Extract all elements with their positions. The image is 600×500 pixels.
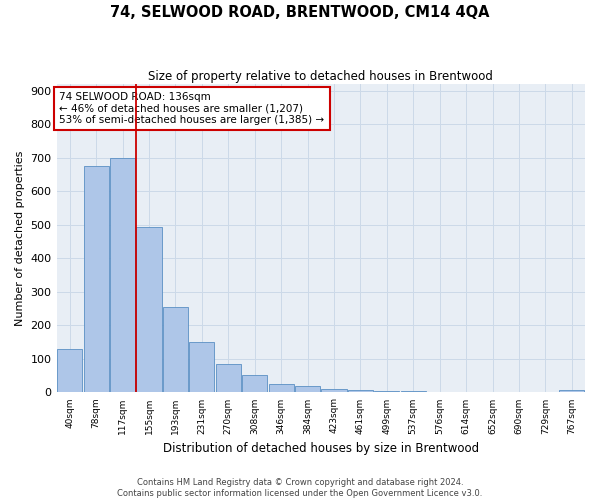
Bar <box>216 364 241 392</box>
X-axis label: Distribution of detached houses by size in Brentwood: Distribution of detached houses by size … <box>163 442 479 455</box>
Bar <box>269 384 293 392</box>
Text: 74 SELWOOD ROAD: 136sqm
← 46% of detached houses are smaller (1,207)
53% of semi: 74 SELWOOD ROAD: 136sqm ← 46% of detache… <box>59 92 325 125</box>
Title: Size of property relative to detached houses in Brentwood: Size of property relative to detached ho… <box>148 70 493 83</box>
Bar <box>348 390 373 392</box>
Bar <box>110 158 135 392</box>
Bar <box>322 389 347 392</box>
Bar <box>190 342 214 392</box>
Bar <box>242 375 267 392</box>
Bar <box>295 386 320 392</box>
Bar <box>57 349 82 393</box>
Bar <box>136 226 161 392</box>
Bar <box>83 166 109 392</box>
Bar <box>374 391 400 392</box>
Y-axis label: Number of detached properties: Number of detached properties <box>15 150 25 326</box>
Text: 74, SELWOOD ROAD, BRENTWOOD, CM14 4QA: 74, SELWOOD ROAD, BRENTWOOD, CM14 4QA <box>110 5 490 20</box>
Bar <box>559 390 584 392</box>
Text: Contains HM Land Registry data © Crown copyright and database right 2024.
Contai: Contains HM Land Registry data © Crown c… <box>118 478 482 498</box>
Bar <box>163 307 188 392</box>
